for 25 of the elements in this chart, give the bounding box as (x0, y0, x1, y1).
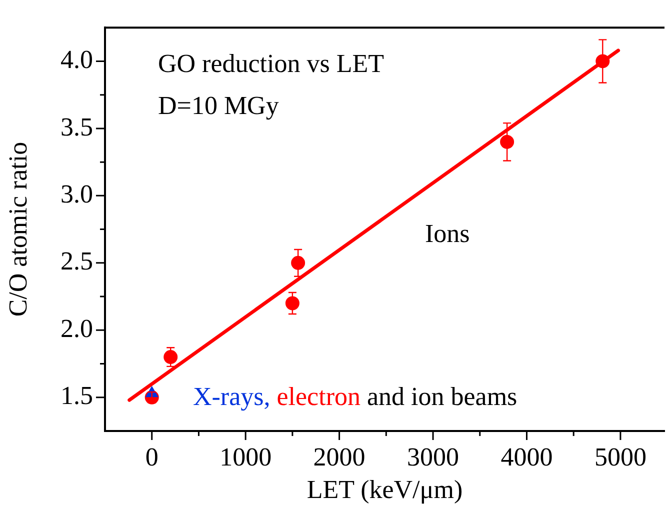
y-tick-label: 3.5 (60, 112, 93, 142)
x-tick-label: 1000 (220, 442, 272, 472)
point (291, 256, 306, 270)
point (285, 296, 300, 310)
annotation: and ion beams (366, 382, 518, 411)
y-tick-label: 4.0 (60, 45, 93, 74)
annotation: X-rays, (193, 382, 270, 411)
x-tick-label: 0 (145, 442, 158, 472)
annotation: GO reduction vs LET (158, 49, 384, 78)
y-tick-label: 2.0 (60, 314, 93, 343)
y-tick-label: 3.0 (60, 180, 93, 209)
x-tick-label: 2000 (313, 442, 366, 472)
y-axis-title: C/O atomic ratio (3, 142, 32, 317)
point (596, 54, 610, 68)
annotation: electron (276, 382, 360, 411)
x-axis-title: LET (keV/μm) (306, 475, 463, 504)
y-tick-label: 1.5 (60, 381, 93, 410)
annotation: Ions (425, 219, 470, 248)
x-tick-label: 3000 (407, 442, 460, 472)
annotation: D=10 MGy (158, 91, 279, 120)
point (500, 134, 514, 149)
x-tick-label: 4000 (500, 442, 553, 472)
y-tick-label: 2.5 (60, 246, 93, 276)
point (164, 350, 178, 364)
x-tick-label: 5000 (594, 442, 646, 472)
